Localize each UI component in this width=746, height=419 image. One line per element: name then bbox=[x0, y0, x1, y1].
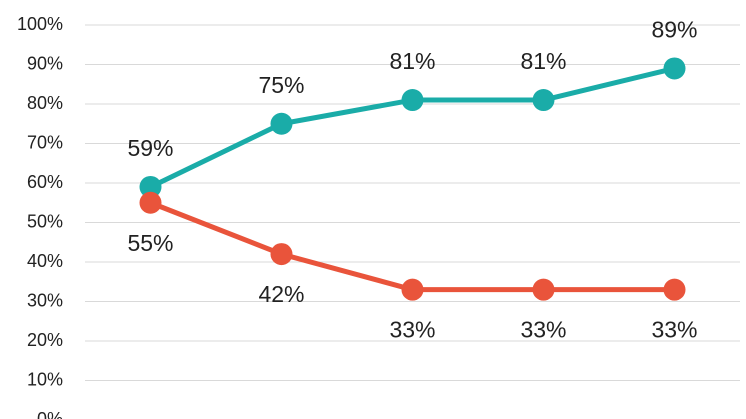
y-tick-label: 20% bbox=[27, 330, 63, 350]
y-tick-label: 100% bbox=[17, 14, 63, 34]
y-tick-label: 70% bbox=[27, 132, 63, 152]
y-tick-label: 50% bbox=[27, 211, 63, 231]
y-tick-label: 80% bbox=[27, 93, 63, 113]
data-label: 59% bbox=[127, 135, 173, 161]
series-line bbox=[149, 200, 675, 293]
data-label: 81% bbox=[520, 48, 566, 74]
y-tick-label: 0% bbox=[37, 409, 63, 419]
data-label: 55% bbox=[127, 230, 173, 256]
data-point bbox=[532, 89, 555, 112]
data-point bbox=[532, 278, 555, 301]
data-label: 81% bbox=[389, 48, 435, 74]
y-tick-label: 10% bbox=[27, 369, 63, 389]
data-point bbox=[401, 89, 424, 112]
y-tick-label: 60% bbox=[27, 172, 63, 192]
data-label: 33% bbox=[389, 317, 435, 343]
data-point bbox=[270, 112, 293, 135]
data-point bbox=[401, 278, 424, 301]
data-point bbox=[139, 191, 162, 214]
data-label: 33% bbox=[651, 317, 697, 343]
y-tick-label: 90% bbox=[27, 53, 63, 73]
data-point bbox=[663, 278, 686, 301]
data-label: 89% bbox=[651, 17, 697, 43]
y-tick-label: 40% bbox=[27, 251, 63, 271]
data-label: 75% bbox=[258, 72, 304, 98]
data-point bbox=[139, 175, 162, 198]
y-tick-label: 30% bbox=[27, 290, 63, 310]
data-label: 42% bbox=[258, 281, 304, 307]
series-line bbox=[149, 66, 676, 190]
data-point bbox=[663, 57, 686, 80]
data-label: 33% bbox=[520, 317, 566, 343]
data-point bbox=[270, 243, 293, 266]
